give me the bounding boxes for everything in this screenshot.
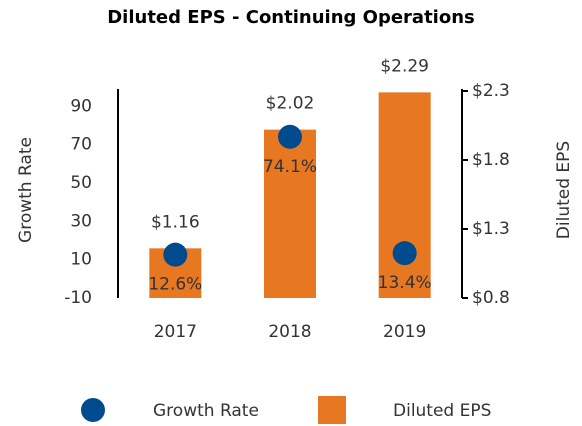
- point-value-label: 74.1%: [263, 157, 317, 177]
- point: [278, 124, 302, 149]
- point-value-label: 13.4%: [378, 273, 432, 293]
- y2-tick-label: $1.3: [472, 219, 510, 239]
- x-tick-label: 2019: [383, 322, 426, 342]
- y-tick-label: 70: [70, 135, 92, 155]
- bar-value-label: $2.02: [266, 94, 315, 114]
- bar-value-label: $1.16: [151, 212, 200, 232]
- y2-tick-label: $0.8: [472, 288, 510, 308]
- legend-marker: [81, 398, 105, 422]
- y-tick-label: 30: [70, 211, 92, 231]
- y2-tick-label: $1.8: [472, 150, 510, 170]
- y-tick-label: 50: [70, 173, 92, 193]
- bar-value-label: $2.29: [380, 56, 429, 76]
- y-tick-label: 90: [70, 96, 92, 116]
- bar: [378, 92, 431, 298]
- legend-label: Growth Rate: [153, 401, 259, 421]
- x-tick-label: 2017: [154, 322, 197, 342]
- y-axis-label: Growth Rate: [16, 137, 36, 243]
- y2-tick-label: $2.3: [472, 81, 510, 101]
- y-tick-label: 10: [70, 250, 92, 270]
- y-tick-label: -10: [64, 288, 92, 308]
- y2-axis-label: Diluted EPS: [554, 141, 574, 239]
- x-tick-label: 2018: [268, 322, 311, 342]
- point: [392, 241, 417, 266]
- bar: [264, 129, 316, 298]
- point-value-label: 12.6%: [148, 275, 202, 295]
- legend-label: Diluted EPS: [393, 401, 491, 421]
- legend-marker: [318, 396, 346, 424]
- chart-title: Diluted EPS - Continuing Operations: [107, 7, 475, 28]
- point: [163, 242, 188, 267]
